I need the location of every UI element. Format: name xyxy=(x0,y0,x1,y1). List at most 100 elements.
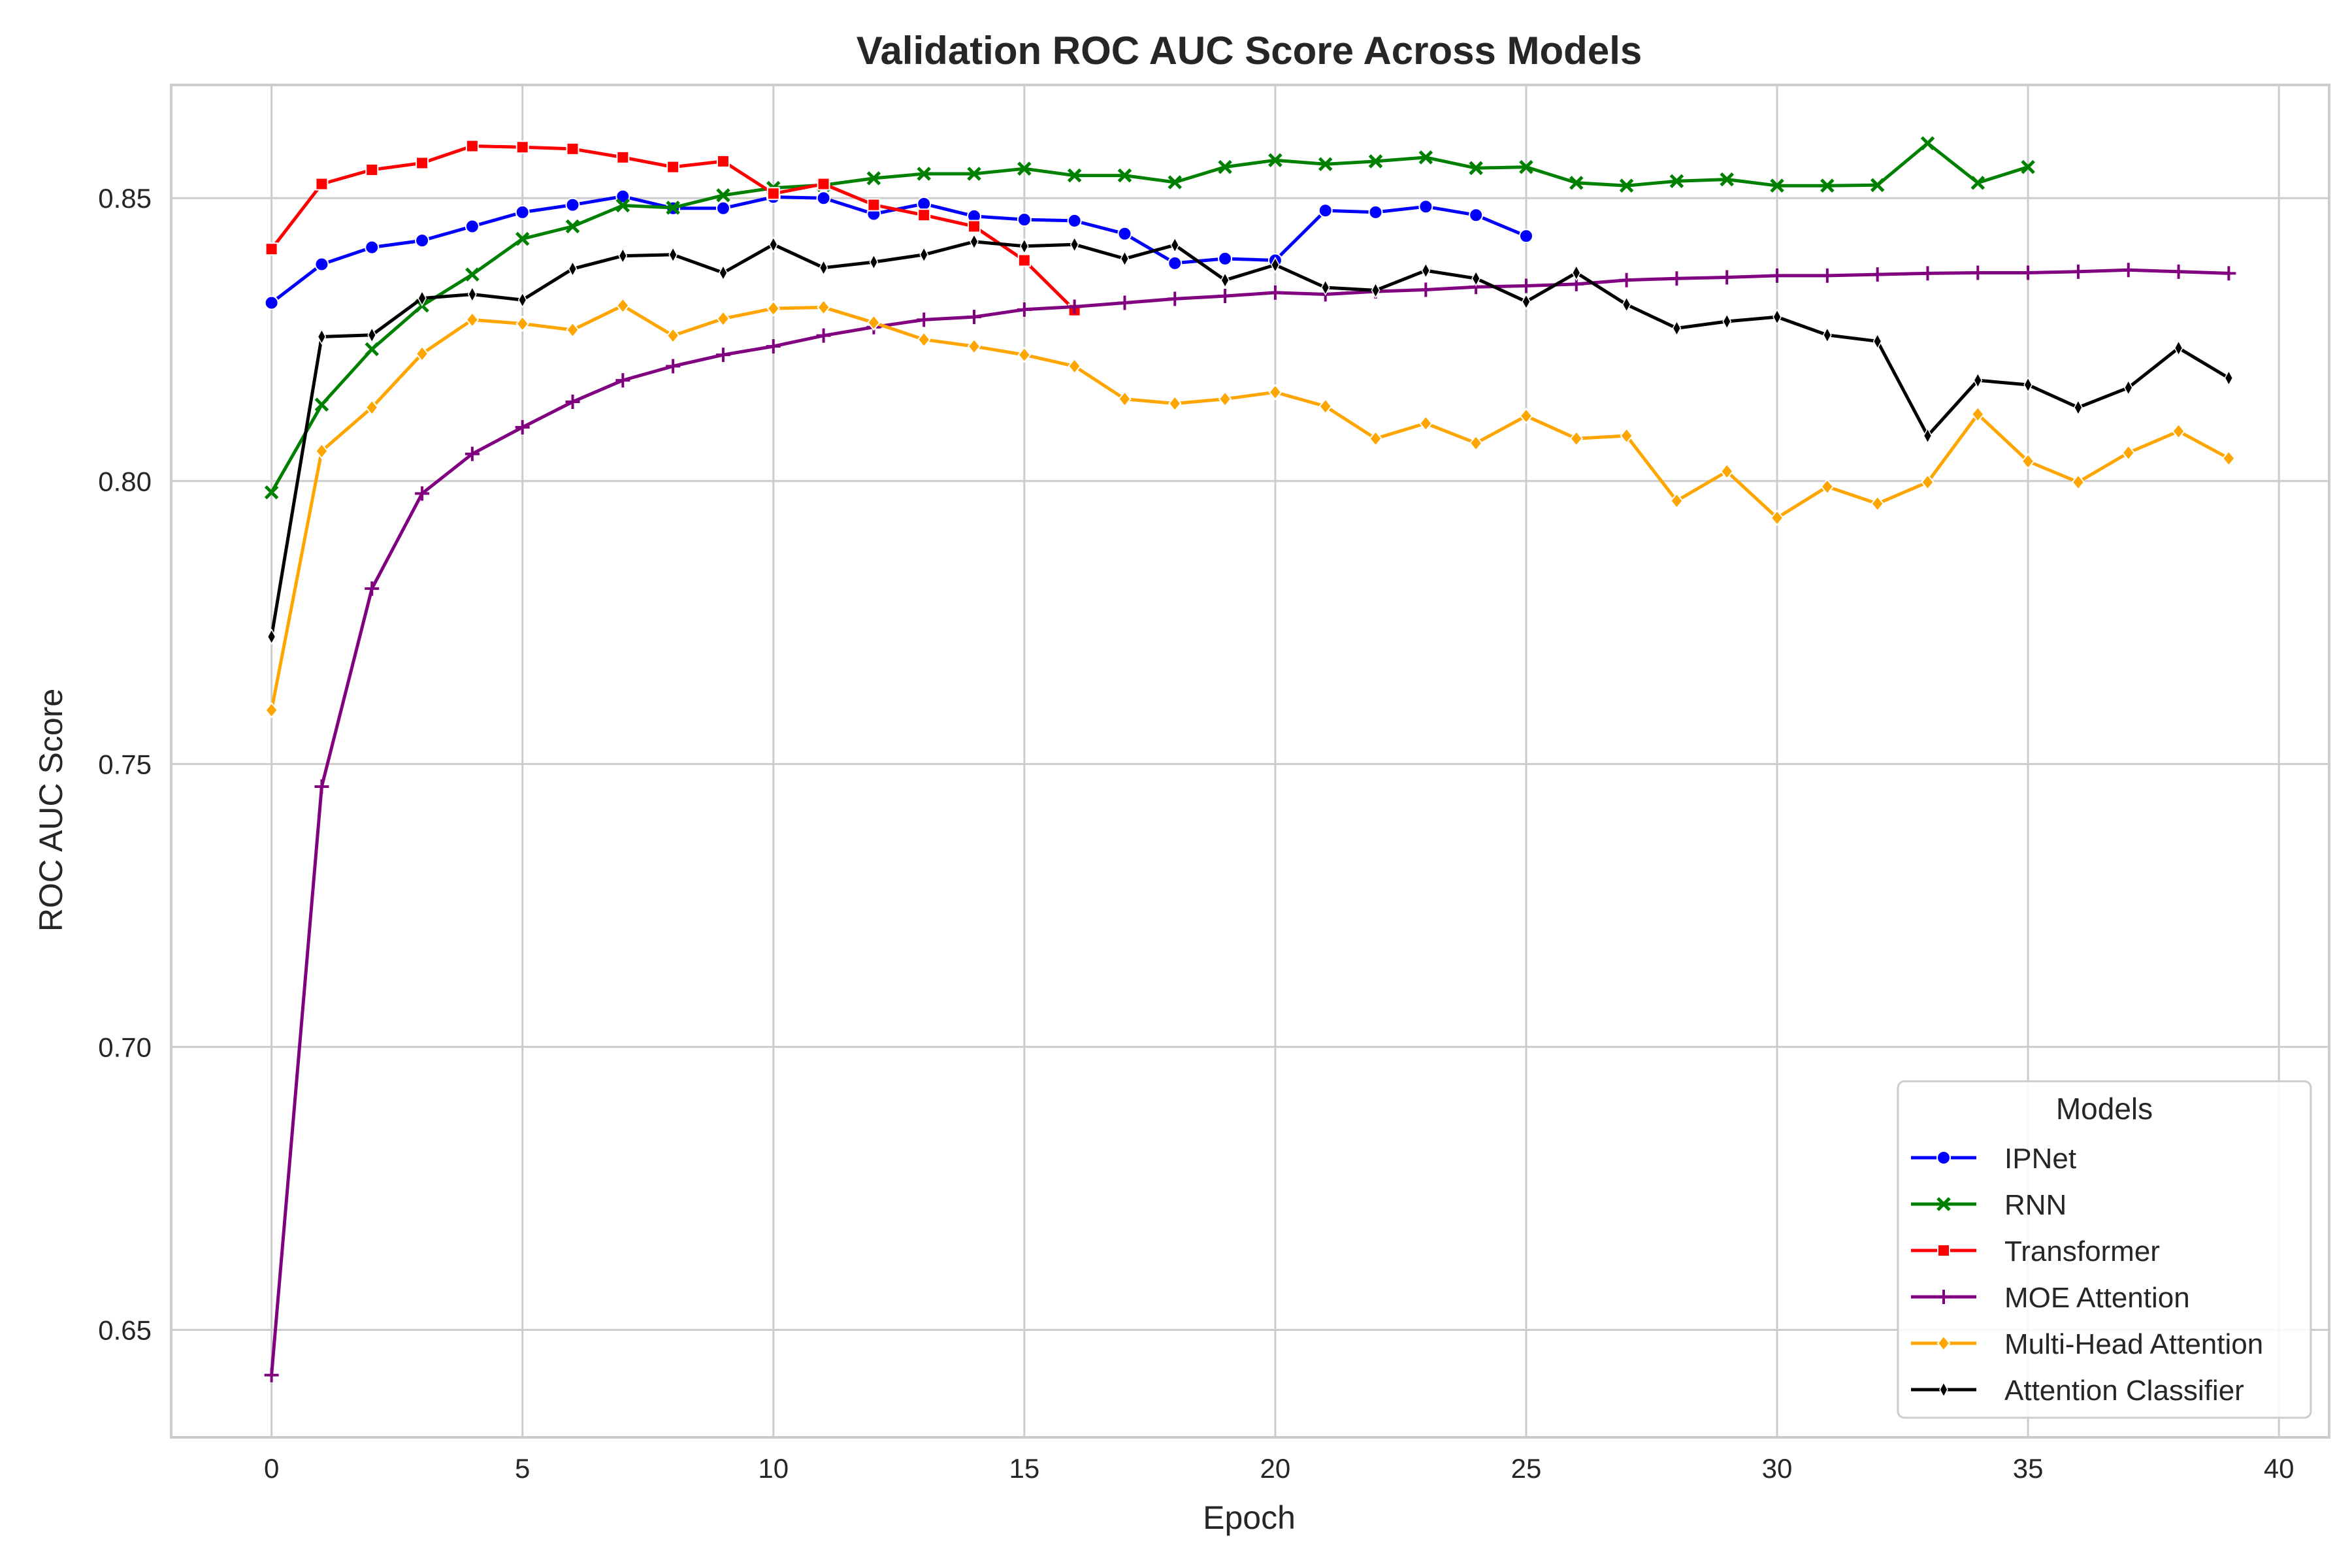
legend-item-rnn: RNN xyxy=(1911,1189,2066,1221)
data-point-moe-attention xyxy=(615,373,630,388)
data-point-moe-attention xyxy=(715,348,730,363)
x-tick-label: 5 xyxy=(515,1453,530,1484)
data-point-attention-classifier xyxy=(317,328,327,345)
data-point-multi-head-attention xyxy=(917,331,931,348)
data-point-moe-attention xyxy=(565,395,580,410)
x-tick-label: 30 xyxy=(1762,1453,1793,1484)
legend-item-ipnet: IPNet xyxy=(1911,1143,2076,1175)
data-point-moe-attention xyxy=(465,446,480,461)
data-point-attention-classifier xyxy=(719,264,728,282)
data-point-transformer xyxy=(817,177,830,191)
data-point-multi-head-attention xyxy=(1268,384,1282,400)
data-point-multi-head-attention xyxy=(1017,346,1032,363)
y-axis-ticks: 0.65 0.70 0.75 0.80 0.85 xyxy=(98,183,152,1345)
data-point-ipnet xyxy=(816,191,831,206)
data-point-attention-classifier xyxy=(1823,327,1832,344)
data-point-attention-classifier xyxy=(1973,372,1983,389)
data-point-transformer xyxy=(917,208,931,222)
data-point-moe-attention xyxy=(666,359,681,374)
data-point-attention-classifier xyxy=(919,246,929,263)
y-tick-label: 0.85 xyxy=(98,183,152,214)
data-point-attention-classifier xyxy=(1271,256,1280,273)
data-point-moe-attention xyxy=(1518,278,1533,293)
legend-item-moe-attention: MOE Attention xyxy=(1911,1282,2190,1314)
data-point-multi-head-attention xyxy=(967,338,981,355)
data-point-rnn xyxy=(1970,176,1985,190)
data-point-multi-head-attention xyxy=(1118,391,1132,408)
data-point-ipnet xyxy=(917,196,932,211)
data-point-rnn xyxy=(515,231,530,246)
data-point-ipnet xyxy=(415,233,430,248)
data-point-attention-classifier xyxy=(367,327,377,344)
data-point-ipnet xyxy=(1218,251,1233,266)
data-point-moe-attention xyxy=(1720,270,1735,285)
legend-label: Attention Classifier xyxy=(2004,1375,2244,1407)
data-point-ipnet xyxy=(515,204,530,220)
data-point-moe-attention xyxy=(1619,272,1634,287)
data-point-rnn xyxy=(565,219,580,234)
data-point-multi-head-attention xyxy=(1620,427,1633,444)
data-point-rnn xyxy=(1117,168,1132,183)
data-point-rnn xyxy=(866,171,881,186)
data-point-moe-attention xyxy=(1017,302,1032,317)
data-point-ipnet xyxy=(1067,213,1082,228)
x-axis-label: Epoch xyxy=(1203,1499,1296,1536)
data-point-attention-classifier xyxy=(2074,399,2083,416)
data-point-multi-head-attention xyxy=(2121,444,2136,461)
data-point-multi-head-attention xyxy=(1870,495,1884,512)
data-point-rnn xyxy=(716,188,730,203)
data-point-moe-attention xyxy=(2121,263,2136,278)
data-point-moe-attention xyxy=(1970,265,1985,280)
data-point-attention-classifier xyxy=(819,259,828,276)
data-point-moe-attention xyxy=(415,486,430,501)
legend-swatch-marker xyxy=(1936,1197,1951,1211)
data-point-transformer xyxy=(867,198,881,212)
data-point-attention-classifier xyxy=(1923,427,1933,444)
data-point-ipnet xyxy=(1418,199,1433,214)
data-point-ipnet xyxy=(1117,226,1132,241)
data-point-multi-head-attention xyxy=(716,310,730,327)
x-tick-label: 35 xyxy=(2013,1453,2044,1484)
series-line-rnn xyxy=(270,141,2030,495)
legend-label: RNN xyxy=(2004,1189,2066,1221)
data-point-attention-classifier xyxy=(970,233,979,250)
data-point-rnn xyxy=(615,198,630,213)
data-point-moe-attention xyxy=(1870,267,1885,282)
data-point-rnn xyxy=(1218,159,1232,174)
data-point-rnn xyxy=(1168,175,1183,189)
data-point-attention-classifier xyxy=(1772,308,1782,325)
data-point-transformer xyxy=(416,156,429,170)
data-point-attention-classifier xyxy=(2123,379,2133,396)
data-point-multi-head-attention xyxy=(515,315,529,333)
data-point-rnn xyxy=(465,267,480,282)
legend-title: Models xyxy=(2056,1092,2153,1126)
x-tick-label: 40 xyxy=(2264,1453,2295,1484)
legend-item-multi-head-attention: Multi-Head Attention xyxy=(1911,1328,2263,1360)
legend: Models IPNet RNN Transformer MOE Attention M… xyxy=(1897,1080,2312,1419)
data-point-multi-head-attention xyxy=(1369,430,1382,447)
legend-swatch-marker xyxy=(1936,1335,1951,1352)
data-point-multi-head-attention xyxy=(365,399,379,416)
legend-label: Transformer xyxy=(2004,1235,2160,1267)
data-point-ipnet xyxy=(365,240,380,255)
data-point-moe-attention xyxy=(1770,268,1785,283)
data-point-multi-head-attention xyxy=(1921,474,1935,491)
x-tick-label: 10 xyxy=(758,1453,789,1484)
data-point-rnn xyxy=(1469,161,1483,176)
data-point-rnn xyxy=(314,397,329,412)
series-line-multi-head-attention xyxy=(270,304,2230,712)
data-point-transformer xyxy=(315,177,329,191)
data-point-moe-attention xyxy=(2021,265,2036,280)
data-point-rnn xyxy=(1870,178,1885,193)
data-point-rnn xyxy=(1268,153,1282,167)
data-point-rnn xyxy=(1017,161,1032,176)
data-point-attention-classifier xyxy=(1120,250,1130,267)
data-point-multi-head-attention xyxy=(1519,408,1533,425)
data-point-moe-attention xyxy=(967,310,982,325)
data-point-attention-classifier xyxy=(267,628,276,645)
data-point-multi-head-attention xyxy=(1068,357,1081,375)
series-line-moe-attention xyxy=(270,268,2230,1377)
data-point-transformer xyxy=(566,142,580,155)
data-point-multi-head-attention xyxy=(2172,423,2185,440)
data-point-rnn xyxy=(1418,150,1433,165)
